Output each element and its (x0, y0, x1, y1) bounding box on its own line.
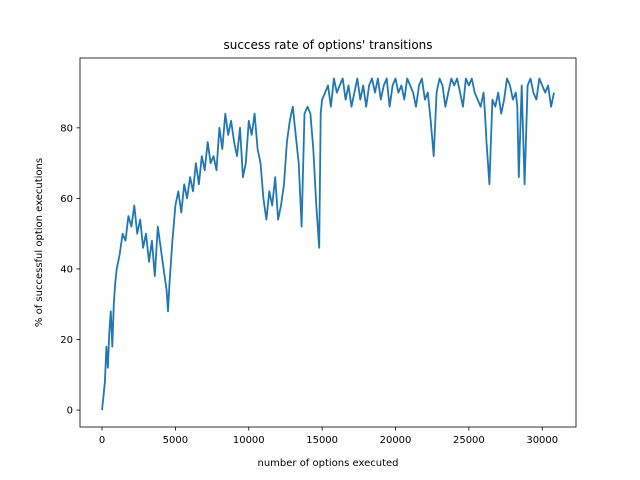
x-tick-label: 10000 (233, 435, 265, 446)
y-tick-label: 40 (60, 264, 73, 275)
y-axis-title: % of successful option executions (34, 158, 45, 327)
y-tick-label: 60 (60, 194, 73, 205)
series-line-0 (101, 77, 555, 411)
x-tick-label: 15000 (306, 435, 338, 446)
x-tick-label: 0 (99, 435, 105, 446)
x-tick-label: 5000 (163, 435, 188, 446)
x-axis-ticks: 0 5000 10000 15000 20000 25000 30000 (99, 427, 558, 446)
x-axis-title: number of options executed (257, 458, 398, 469)
y-tick-label: 0 (67, 406, 73, 417)
x-tick-label: 25000 (453, 435, 485, 446)
plot-frame (79, 57, 577, 428)
x-tick-label: 20000 (380, 435, 412, 446)
chart-title: success rate of options' transitions (223, 38, 432, 52)
y-tick-label: 20 (60, 335, 73, 346)
plot-area (101, 77, 555, 411)
y-axis-ticks: 0 20 40 60 80 (60, 123, 80, 417)
y-tick-label: 80 (60, 123, 73, 134)
x-tick-label: 30000 (526, 435, 558, 446)
